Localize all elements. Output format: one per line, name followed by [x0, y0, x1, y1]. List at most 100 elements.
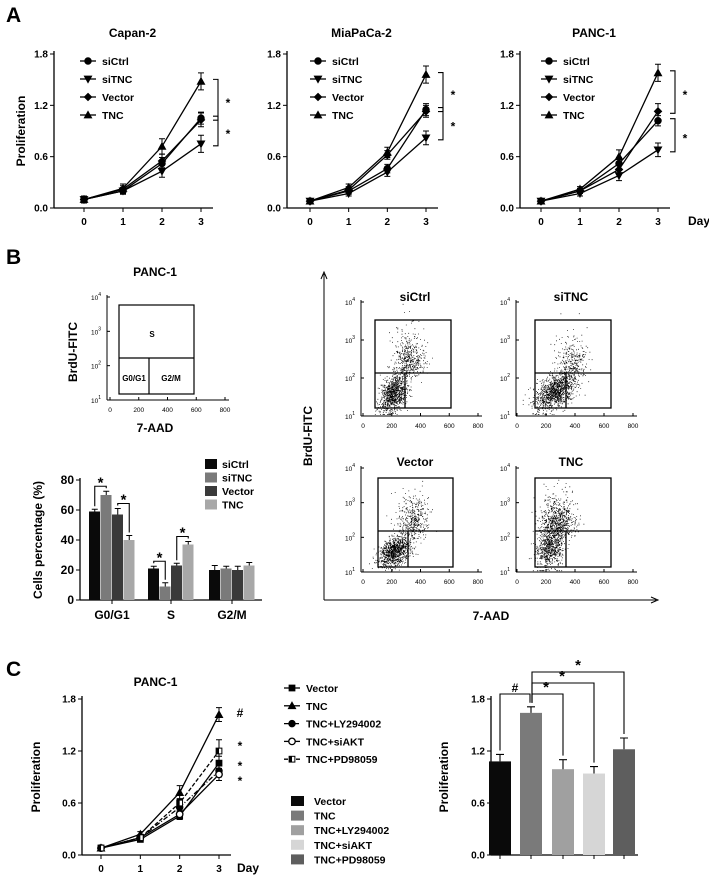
x-tick-label: 0: [307, 217, 313, 228]
series-line: [309, 109, 427, 202]
legend-swatch: [291, 839, 304, 850]
tick-base: 10: [345, 466, 353, 473]
data-point-marker: [421, 134, 431, 143]
tick-exponent: 4: [507, 463, 510, 469]
y-axis-label: BrdU-FITC: [66, 322, 80, 382]
gate-label-g0g1: G0/G1: [122, 374, 146, 383]
data-point-marker: [653, 107, 663, 116]
y-axis-label: Proliferation: [14, 96, 28, 167]
error-bar: [126, 535, 133, 540]
legend-marker: [544, 110, 554, 119]
tick-base: 10: [345, 338, 353, 345]
x-tick-label: 400: [570, 579, 581, 586]
tick-base: 10: [345, 376, 353, 383]
tick-exponent: 1: [352, 411, 355, 417]
significance-mark: *: [238, 774, 243, 788]
tick-base: 10: [345, 535, 353, 542]
x-tick-label: G2/M: [217, 608, 246, 622]
bar-siTNC-G0/G1: [100, 495, 112, 600]
x-tick-label: 3: [216, 864, 222, 875]
y-tick-label: 101: [91, 395, 101, 405]
significance-bracket: [213, 78, 219, 121]
gate-box: [534, 477, 612, 568]
data-point-marker: [157, 156, 167, 166]
y-tick-label: 104: [345, 463, 355, 473]
significance-bracket: [117, 502, 130, 533]
x-tick-label: 1: [346, 217, 352, 228]
significance-mark: *: [157, 549, 163, 566]
gate-dividers: [375, 372, 451, 408]
data-point-marker-fill: [98, 845, 101, 851]
legend-label: Vector: [102, 92, 134, 104]
y-tick-label: 1.8: [267, 50, 281, 61]
gate-dividers: [535, 372, 611, 408]
x-tick-label: 800: [628, 423, 639, 430]
tick-exponent: 4: [352, 297, 355, 303]
y-axis-label: BrdU-FITC: [301, 406, 315, 466]
tick-exponent: 1: [507, 567, 510, 573]
bar-siTNC-G2/M: [220, 568, 232, 600]
error-bar: [234, 565, 241, 570]
legend-label: TNC+siAKT: [314, 840, 373, 852]
x-tick-label: 2: [159, 217, 165, 228]
y-tick-label: 0.0: [267, 204, 281, 215]
legend-label: siTNC: [332, 74, 363, 86]
tick-base: 10: [91, 295, 99, 302]
y-tick-label: 1.8: [500, 50, 514, 61]
y-tick-label: 102: [500, 373, 510, 383]
x-tick-label: 0: [361, 423, 365, 430]
x-tick-label: 2: [385, 217, 391, 228]
bar-siCtrl-G0/G1: [89, 511, 100, 600]
bar-TNC-S: [182, 544, 194, 600]
x-tick-label: 3: [423, 217, 429, 228]
series-siCtrl: [306, 103, 430, 205]
significance-bracket: [176, 535, 189, 561]
series-TNC: [96, 707, 224, 852]
legend-label: siCtrl: [102, 56, 129, 68]
y-tick-label: 102: [91, 361, 101, 371]
x-tick-label: 600: [444, 579, 455, 586]
significance-mark: *: [451, 88, 456, 102]
legend-label: Vector: [314, 796, 346, 808]
tick-exponent: 3: [352, 335, 355, 341]
significance-mark: *: [121, 492, 127, 509]
x-axis-label: 7-AAD: [473, 609, 510, 623]
x-tick-label: 600: [599, 579, 610, 586]
data-point-marker: [653, 68, 663, 77]
y-tick-label: 0.0: [500, 204, 514, 215]
legend-marker: [544, 92, 554, 102]
data-point-marker: [196, 140, 206, 149]
series-line: [100, 773, 220, 849]
y-tick-label: 0.6: [471, 799, 485, 810]
series-Vector: [97, 755, 223, 852]
error-bar: [496, 753, 504, 762]
series-siTNC: [536, 142, 663, 206]
y-tick-label: 101: [500, 567, 510, 577]
x-tick-label: 3: [198, 217, 204, 228]
data-point-marker: [175, 787, 185, 796]
tick-exponent: 4: [507, 297, 510, 303]
legend-label: TNC+LY294002: [306, 719, 381, 731]
y-tick-label: 1.8: [471, 695, 485, 706]
bar-TNC-G0/G1: [123, 540, 135, 600]
bar-siCtrl-G2/M: [209, 570, 220, 600]
scatter-events: [369, 480, 438, 572]
series-TNC: [536, 63, 663, 205]
significance-mark: #: [512, 681, 519, 695]
significance-bracket: [438, 71, 444, 113]
series-TNC: [79, 72, 206, 204]
legend-label: siTNC: [563, 74, 594, 86]
legend-marker: [83, 92, 93, 102]
data-point-marker: [575, 184, 585, 193]
series-line: [309, 74, 427, 202]
data-point-marker-fill: [176, 800, 180, 806]
significance-bracket: [531, 671, 625, 734]
gate-dividers: [535, 530, 611, 567]
significance-bracket: [213, 115, 219, 147]
tick-base: 10: [91, 329, 99, 336]
tick-base: 10: [91, 398, 99, 405]
